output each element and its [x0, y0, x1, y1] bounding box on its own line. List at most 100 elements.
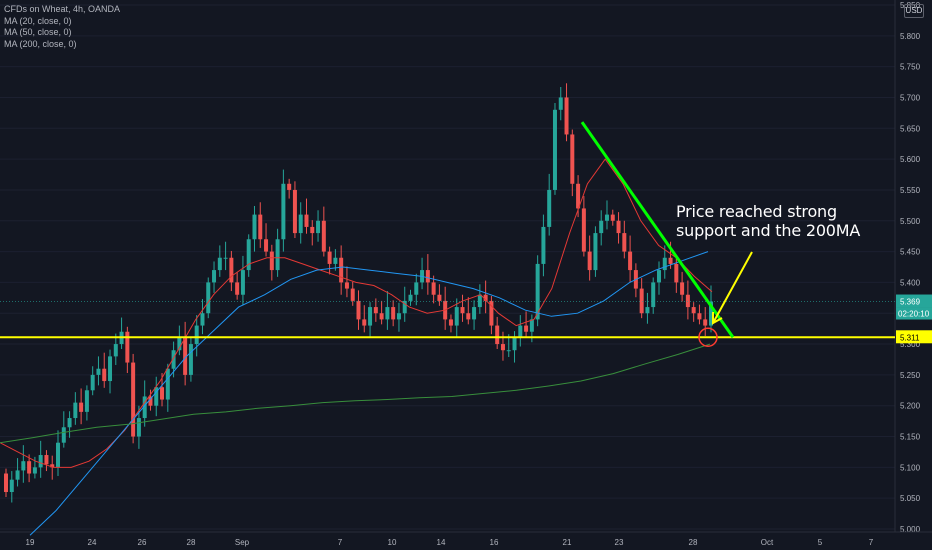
candle-down: [321, 220, 326, 252]
time-tick-label: 24: [88, 538, 97, 547]
candlestick-series: [4, 83, 713, 503]
candle-down: [489, 300, 494, 326]
candle-up: [177, 337, 182, 351]
time-axis: 19 24 26 28 Sep 7 10 14 16 21 23 28 Oct 5 7: [0, 531, 932, 547]
candle-down: [327, 251, 332, 264]
candle-up: [604, 214, 609, 221]
countdown-badge: [896, 307, 932, 320]
candle-up: [9, 479, 14, 493]
candle-up: [38, 455, 43, 468]
last-price-label: 5.369: [900, 298, 921, 307]
ma200-legend[interactable]: MA (200, close, 0): [4, 38, 77, 49]
candle-up: [200, 313, 205, 326]
candle-up: [552, 109, 557, 190]
candle-up: [275, 239, 280, 271]
candle-up: [96, 368, 101, 375]
price-tick-label: 5.150: [900, 433, 921, 442]
candle-up: [142, 396, 147, 419]
candle-down: [356, 300, 361, 320]
candle-down: [483, 294, 488, 301]
candle-down: [466, 313, 471, 320]
candle-up: [15, 470, 20, 480]
candle-down: [437, 294, 442, 301]
time-tick-label: 28: [689, 538, 698, 547]
ma50-line: [29, 251, 709, 536]
candle-up: [396, 313, 401, 320]
price-tick-label: 5.050: [900, 494, 921, 503]
candle-down: [27, 461, 32, 474]
candle-up: [21, 461, 26, 471]
candle-down: [448, 319, 453, 326]
currency-badge[interactable]: USD: [904, 4, 924, 18]
price-tick-label: 5.200: [900, 402, 921, 411]
candle-up: [662, 257, 667, 271]
candle-down: [610, 214, 615, 221]
candle-up: [188, 344, 193, 375]
candle-up: [90, 374, 95, 391]
price-tick-label: 5.000: [900, 525, 921, 534]
candle-up: [593, 233, 598, 271]
candle-down: [102, 368, 107, 382]
candle-up: [298, 214, 303, 234]
time-tick-label: 23: [615, 538, 624, 547]
candle-down: [680, 282, 685, 295]
candle-up: [113, 344, 118, 357]
candle-up: [506, 350, 511, 352]
candle-down: [160, 387, 165, 400]
candle-down: [622, 233, 627, 252]
price-axis: 5.0005.0505.1005.1505.2005.2505.3005.350…: [894, 0, 921, 534]
candle-up: [709, 301, 713, 326]
candle-up: [84, 390, 89, 412]
chart-grid: [0, 4, 895, 530]
candle-down: [564, 97, 569, 135]
highlight-circle: [698, 327, 718, 348]
candle-up: [61, 427, 66, 443]
price-tick-label: 5.100: [900, 463, 921, 472]
ma50-legend[interactable]: MA (50, close, 0): [4, 27, 72, 37]
candle-up: [454, 307, 459, 326]
candle-up: [316, 220, 321, 234]
candle-up: [194, 325, 199, 345]
candle-up: [414, 282, 419, 295]
candle-down: [44, 455, 49, 465]
candle-down: [339, 257, 344, 283]
candle-down: [639, 288, 644, 314]
candle-down: [350, 288, 355, 301]
candle-up: [333, 257, 338, 264]
price-tick-label: 5.850: [900, 1, 921, 10]
price-tick-label: 5.400: [900, 278, 921, 287]
time-tick-label: 26: [138, 538, 147, 547]
candle-down: [344, 282, 349, 289]
annotation-text[interactable]: Price reached strong support and the 200…: [676, 202, 860, 240]
time-tick-label: 7: [338, 538, 343, 547]
time-tick-label: 7: [869, 538, 874, 547]
price-tick-label: 5.600: [900, 155, 921, 164]
symbol-title[interactable]: CFDs on Wheat, 4h, OANDA: [4, 4, 121, 14]
candle-down: [500, 344, 505, 351]
arrow-line: [712, 251, 753, 324]
candle-up: [512, 337, 517, 351]
price-tick-label: 5.500: [900, 217, 921, 226]
candle-down: [269, 251, 274, 271]
price-tick-label: 5.250: [900, 371, 921, 380]
time-tick-label: Oct: [761, 538, 774, 547]
candle-down: [4, 473, 8, 493]
candle-down: [391, 307, 396, 320]
time-tick-label: 14: [437, 538, 446, 547]
candle-up: [385, 307, 390, 320]
candle-up: [558, 97, 563, 110]
candle-down: [431, 282, 436, 295]
candle-down: [703, 319, 708, 326]
support-price-badge: [896, 330, 932, 344]
candle-down: [125, 331, 130, 363]
candle-down: [570, 134, 575, 184]
candle-up: [529, 319, 534, 332]
candle-up: [217, 257, 222, 271]
time-tick-label: 21: [563, 538, 572, 547]
ma20-legend[interactable]: MA (20, close, 0): [4, 15, 72, 26]
candle-down: [628, 251, 633, 271]
candle-down: [373, 307, 378, 314]
candle-down: [616, 220, 621, 234]
candle-up: [535, 263, 540, 320]
